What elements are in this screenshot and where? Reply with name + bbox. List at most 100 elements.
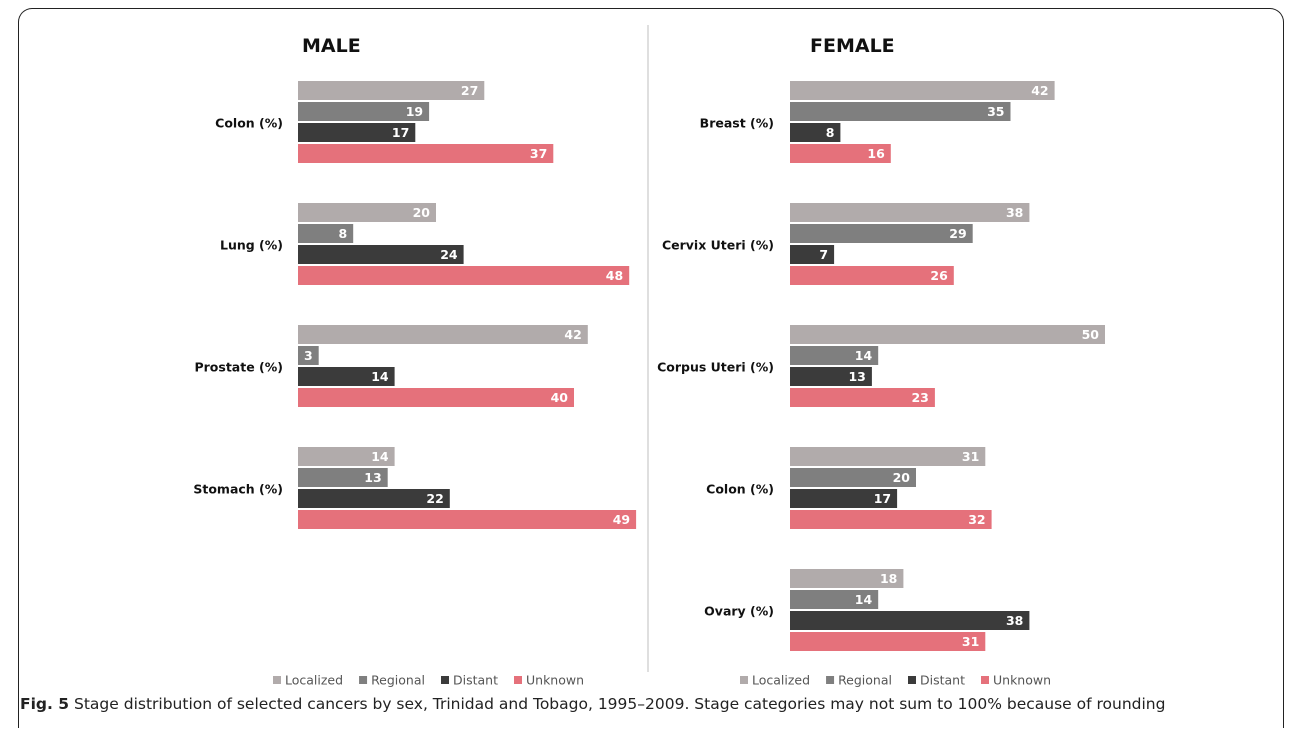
bar-distant — [298, 123, 416, 142]
data-label: 26 — [930, 268, 948, 283]
data-label: 23 — [911, 390, 928, 405]
data-label: 14 — [371, 369, 389, 384]
bar-unknown — [790, 510, 992, 529]
bar-localized — [790, 81, 1055, 100]
bar-unknown — [790, 144, 891, 163]
bar-distant — [790, 245, 835, 264]
data-label: 20 — [893, 470, 911, 485]
female-panel: FEMALE Breast (%) 42 35 8 16 Cervix Uteri (%) 3… — [657, 35, 1105, 688]
data-label: 27 — [461, 83, 478, 98]
caption-figure-number: Fig. 5 — [20, 695, 70, 713]
legend-swatch-distant — [908, 676, 916, 684]
data-label: 38 — [1006, 205, 1023, 220]
category-label: Prostate (%) — [194, 360, 283, 375]
data-label: 40 — [551, 390, 569, 405]
data-label: 13 — [848, 369, 865, 384]
bar-distant — [790, 367, 872, 386]
bar-regional — [298, 346, 319, 365]
panel-title: MALE — [302, 35, 361, 57]
category-label: Colon (%) — [706, 482, 774, 497]
data-label: 19 — [406, 104, 423, 119]
data-label: 38 — [1006, 613, 1023, 628]
data-label: 16 — [867, 146, 885, 161]
bar-localized — [298, 447, 395, 466]
data-label: 31 — [962, 634, 979, 649]
data-label: 8 — [826, 125, 835, 140]
data-label: 48 — [606, 268, 623, 283]
data-label: 22 — [426, 491, 443, 506]
figure-border — [18, 8, 1284, 728]
data-label: 32 — [968, 512, 985, 527]
data-label: 3 — [304, 348, 313, 363]
bar-localized — [790, 569, 904, 588]
legend-label-localized: Localized — [285, 673, 343, 688]
legend-label-unknown: Unknown — [993, 673, 1051, 688]
bar-unknown — [298, 388, 574, 407]
legend-swatch-regional — [359, 676, 368, 684]
category-label: Ovary (%) — [704, 604, 774, 619]
bar-distant — [790, 123, 841, 142]
bar-regional — [298, 102, 430, 121]
legend-label-regional: Regional — [838, 673, 892, 688]
data-label: 42 — [1031, 83, 1048, 98]
bar-unknown — [790, 266, 954, 285]
legend-swatch-localized — [273, 676, 281, 684]
bar-unknown — [790, 632, 986, 651]
data-label: 37 — [530, 146, 547, 161]
bar-distant — [298, 489, 450, 508]
panel-title: FEMALE — [810, 35, 895, 57]
data-label: 14 — [855, 592, 873, 607]
bar-distant — [298, 245, 464, 264]
bar-localized — [298, 81, 485, 100]
category-label: Stomach (%) — [193, 482, 283, 497]
data-label: 17 — [874, 491, 891, 506]
data-label: 14 — [855, 348, 873, 363]
legend-swatch-unknown — [981, 676, 989, 684]
legend-swatch-localized — [740, 676, 748, 684]
legend-swatch-unknown — [514, 676, 522, 684]
legend-label-unknown: Unknown — [526, 673, 584, 688]
bar-regional — [790, 224, 973, 243]
bar-localized — [790, 203, 1030, 222]
bar-unknown — [298, 144, 554, 163]
data-label: 35 — [987, 104, 1004, 119]
data-label: 42 — [564, 327, 581, 342]
data-label: 7 — [819, 247, 828, 262]
bar-localized — [298, 325, 588, 344]
bar-unknown — [790, 388, 935, 407]
data-label: 13 — [364, 470, 381, 485]
data-label: 49 — [613, 512, 630, 527]
bar-localized — [790, 447, 986, 466]
bar-regional — [298, 224, 354, 243]
bar-distant — [790, 489, 898, 508]
legend-label-regional: Regional — [371, 673, 425, 688]
legend-swatch-regional — [826, 676, 835, 684]
legend-swatch-distant — [441, 676, 449, 684]
data-label: 20 — [413, 205, 431, 220]
bar-regional — [790, 102, 1011, 121]
category-label: Colon (%) — [215, 116, 283, 131]
category-label: Cervix Uteri (%) — [662, 238, 774, 253]
bar-unknown — [298, 266, 630, 285]
caption-text: Stage distribution of selected cancers b… — [74, 695, 1166, 713]
bar-regional — [790, 590, 879, 609]
data-label: 14 — [371, 449, 389, 464]
data-label: 24 — [440, 247, 458, 262]
bar-distant — [298, 367, 395, 386]
bar-localized — [298, 203, 436, 222]
legend-label-localized: Localized — [752, 673, 810, 688]
figure-caption: Fig. 5 Stage distribution of selected ca… — [20, 695, 1280, 713]
bar-regional — [298, 468, 388, 487]
data-label: 17 — [392, 125, 409, 140]
data-label: 50 — [1082, 327, 1100, 342]
legend-label-distant: Distant — [453, 673, 498, 688]
category-label: Breast (%) — [700, 116, 774, 131]
bar-regional — [790, 468, 916, 487]
male-panel: MALE Colon (%) 27 19 17 37 Lung (%) 20 8 24 48 Pros… — [193, 35, 637, 688]
data-label: 31 — [962, 449, 979, 464]
data-label: 29 — [949, 226, 966, 241]
category-label: Corpus Uteri (%) — [657, 360, 774, 375]
data-label: 18 — [880, 571, 897, 586]
